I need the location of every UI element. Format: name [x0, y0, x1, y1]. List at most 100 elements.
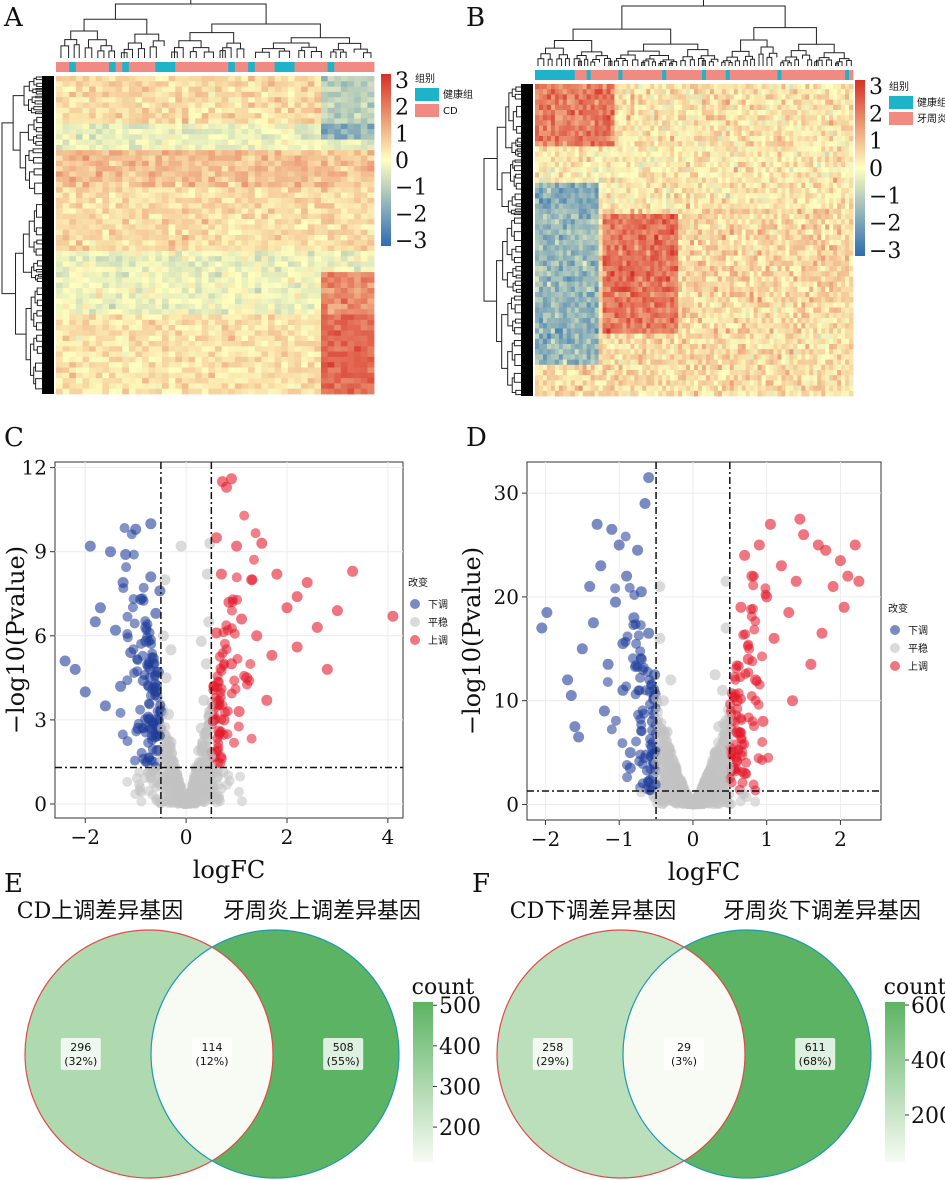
heatA-cell	[367, 187, 375, 193]
heatB-cell	[598, 167, 603, 173]
heatB-dendrogram-branch	[743, 60, 748, 63]
heatA-cell	[367, 76, 375, 82]
heatA-cell	[248, 97, 256, 103]
heatA-cell	[109, 182, 117, 188]
heatB-cell	[733, 115, 739, 121]
heatA-cell	[188, 346, 196, 352]
heatB-dendrogram-branch	[660, 61, 667, 64]
heatA-cell	[82, 187, 90, 193]
heatB-cell	[546, 125, 552, 132]
heatB-cell	[773, 136, 778, 142]
heatB-cell	[562, 156, 568, 163]
heatB-cell	[697, 115, 703, 121]
heatB-cell	[833, 99, 838, 106]
heatA-cell	[56, 250, 64, 257]
heatB-cell	[785, 141, 790, 147]
heatA-cell	[281, 266, 289, 273]
heatA-cell	[274, 378, 282, 384]
heatB-cell	[809, 151, 814, 158]
heatA-cell	[82, 113, 90, 119]
heatA-cell	[221, 187, 229, 193]
heatA-cell	[287, 378, 295, 384]
heatmap-a-column-dendrogram	[60, 0, 372, 58]
heatA-row-dendrogram-branch	[32, 148, 37, 154]
heatA-cell	[122, 378, 130, 384]
heatA-cell	[175, 250, 183, 257]
heatA-cell	[142, 235, 150, 241]
heatA-cell	[287, 213, 295, 220]
heatB-cell	[745, 151, 751, 158]
heatA-cell	[241, 367, 249, 374]
heatA-cell	[102, 107, 110, 114]
heatB-cell	[813, 151, 818, 158]
heatA-cell	[142, 139, 150, 146]
heatB-cell	[590, 151, 596, 158]
heatA-cell	[109, 325, 117, 331]
heatA-cell	[135, 272, 143, 278]
heatB-cell	[566, 94, 572, 100]
heatA-cell	[128, 298, 136, 305]
heatA-cell	[201, 266, 209, 273]
heatA-cell	[181, 197, 189, 204]
heatB-cell	[833, 110, 838, 116]
heatA-cell	[234, 388, 242, 395]
heatA-cell	[69, 325, 77, 331]
heatA-cell	[287, 81, 295, 87]
heatA-cell	[314, 330, 322, 337]
heatB-cell	[709, 110, 715, 116]
heatA-group-bar-segment	[168, 62, 176, 72]
heatA-cell	[215, 367, 223, 374]
heatB-cell	[674, 146, 679, 152]
heatB-cell	[678, 156, 683, 163]
heatB-cell	[618, 167, 623, 173]
heatB-cell	[705, 94, 711, 100]
heatA-cell	[228, 314, 236, 321]
heatA-cell	[168, 261, 176, 268]
heatA-cell	[314, 86, 322, 93]
heatA-cell	[135, 261, 143, 268]
heatA-cell	[122, 341, 130, 347]
heatA-dendrogram-branch	[290, 37, 351, 44]
heatA-group-bar-segment	[188, 62, 196, 72]
heatA-cell	[195, 208, 203, 215]
heatA-cell	[95, 351, 103, 358]
heatA-cell	[221, 372, 229, 379]
heatB-cell	[725, 84, 731, 90]
heatB-cell	[618, 94, 623, 100]
heatA-cell	[234, 335, 242, 342]
heatA-cell	[327, 192, 335, 199]
heatB-cell	[833, 162, 838, 168]
heatA-cell	[109, 81, 117, 87]
heatB-cell	[566, 151, 572, 158]
heatB-cell	[582, 120, 588, 126]
heatB-cell	[817, 146, 822, 152]
heatA-cell	[82, 203, 90, 209]
heatA-cell	[56, 150, 64, 156]
heatA-cell	[95, 309, 103, 315]
heatA-row-dendrogram-branch	[35, 268, 38, 273]
heatA-cell	[354, 118, 362, 125]
heatA-cell	[109, 171, 117, 178]
heatA-cell	[268, 298, 276, 305]
heatA-cell	[142, 303, 150, 310]
heatB-cell	[701, 162, 707, 168]
heatA-cell	[294, 330, 302, 337]
heatB-cell	[618, 130, 623, 137]
heatA-cell	[354, 240, 362, 246]
heatB-cell	[705, 162, 711, 168]
heatB-cell	[765, 146, 770, 152]
heatA-cell	[115, 325, 123, 331]
heatA-cell	[268, 388, 276, 395]
heatB-cell	[690, 104, 695, 111]
heatA-cell	[274, 330, 282, 337]
heatB-cell	[622, 167, 627, 173]
heatA-cell	[367, 192, 375, 199]
heatA-cell	[314, 314, 322, 321]
heatA-cell	[274, 219, 282, 225]
heatB-cell	[801, 136, 806, 142]
heatA-cell	[69, 97, 77, 103]
heatB-group-bar-segment	[785, 70, 790, 80]
heatB-cell	[566, 172, 572, 178]
heatA-cell	[268, 314, 276, 321]
heatB-cell	[837, 130, 842, 137]
